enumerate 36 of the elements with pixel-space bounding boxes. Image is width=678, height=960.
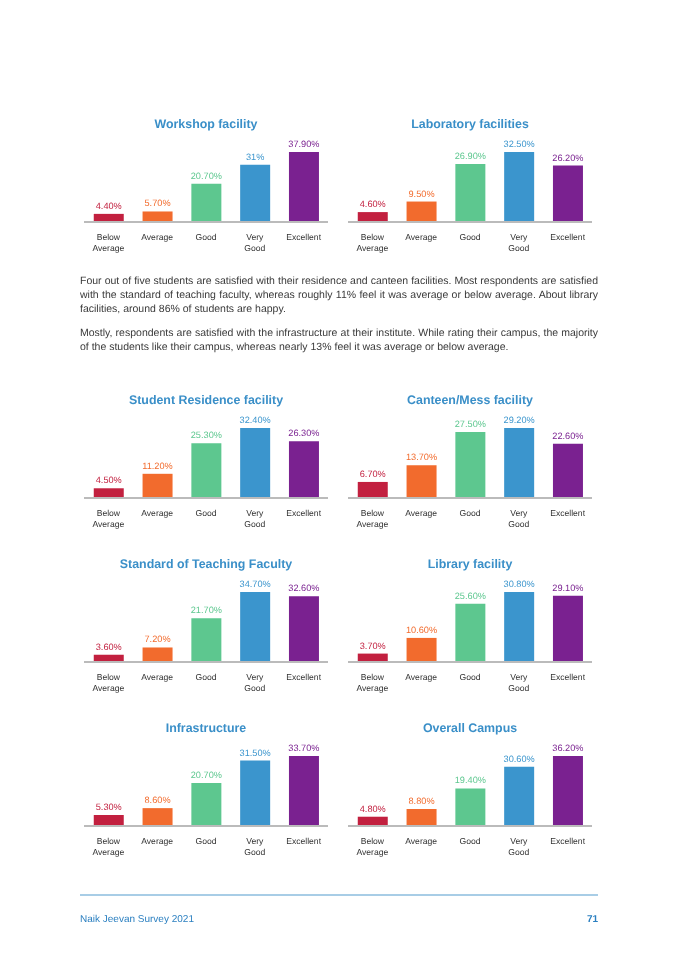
bar — [191, 783, 222, 826]
bar — [142, 808, 173, 826]
bar — [191, 618, 222, 662]
bar — [142, 473, 173, 498]
bar — [504, 592, 535, 662]
bar — [504, 152, 535, 222]
bar — [357, 481, 388, 498]
bar — [552, 443, 583, 498]
bar — [406, 465, 437, 498]
bar — [288, 596, 319, 662]
bar — [142, 211, 173, 222]
bar — [357, 212, 388, 222]
bar — [552, 756, 583, 826]
bar — [552, 165, 583, 222]
bar — [504, 428, 535, 498]
bar — [93, 488, 124, 498]
bar — [455, 603, 486, 662]
bar — [455, 164, 486, 222]
bar — [191, 183, 222, 222]
bar — [191, 443, 222, 498]
bar — [240, 164, 271, 222]
bar — [142, 647, 173, 662]
bar — [240, 760, 271, 826]
bar — [406, 201, 437, 222]
bar — [455, 432, 486, 498]
bar — [504, 766, 535, 826]
bar — [240, 592, 271, 662]
bar — [93, 814, 124, 826]
bar — [288, 152, 319, 222]
bar — [240, 428, 271, 498]
bar — [288, 756, 319, 826]
bar — [455, 788, 486, 826]
bar — [406, 637, 437, 662]
bar — [288, 441, 319, 498]
bar — [552, 595, 583, 662]
bar — [406, 808, 437, 826]
